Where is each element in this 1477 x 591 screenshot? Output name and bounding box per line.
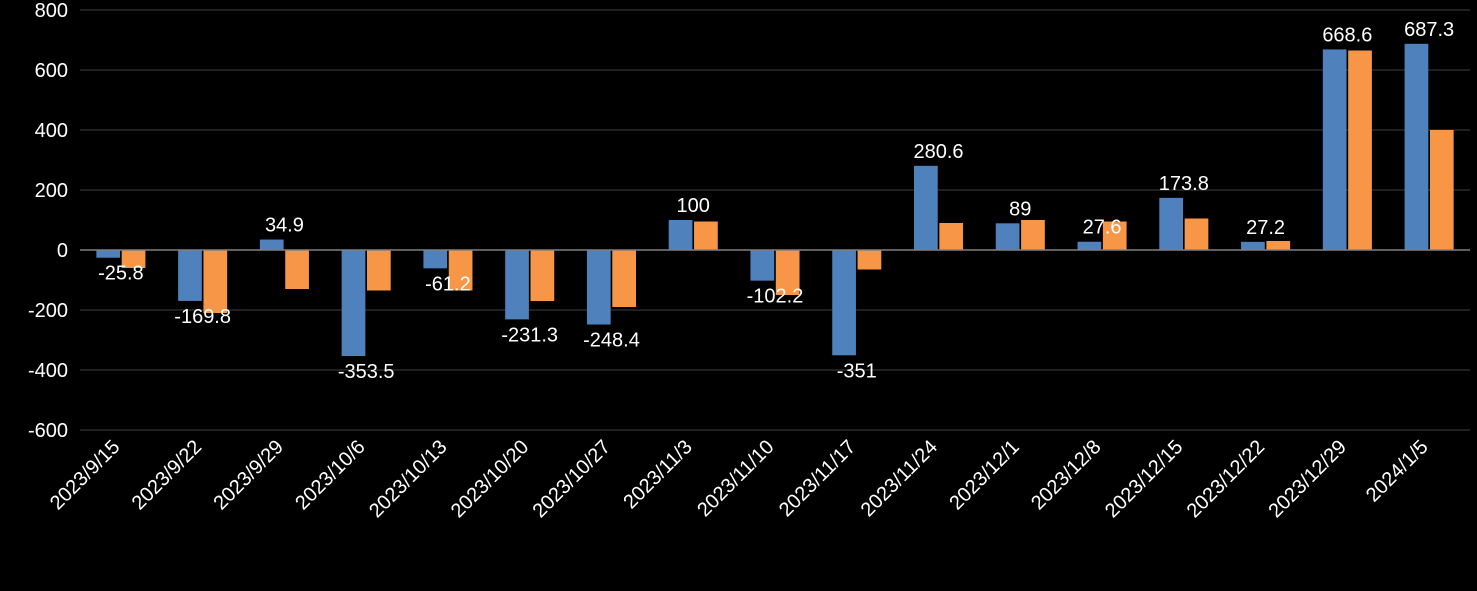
bar-series1 bbox=[587, 250, 611, 325]
bar-series1 bbox=[505, 250, 529, 319]
y-tick-label: 400 bbox=[35, 120, 68, 142]
y-tick-label: -400 bbox=[28, 360, 68, 382]
bar-series2 bbox=[858, 250, 882, 270]
bar-series1 bbox=[178, 250, 202, 301]
bar-series1 bbox=[96, 250, 120, 258]
data-label: -231.3 bbox=[501, 324, 558, 346]
bar-series2 bbox=[1348, 51, 1372, 251]
data-label: 173.8 bbox=[1159, 173, 1209, 195]
data-label: 27.6 bbox=[1083, 217, 1122, 239]
bar-series1 bbox=[1159, 198, 1183, 250]
y-tick-label: -200 bbox=[28, 300, 68, 322]
data-label: -353.5 bbox=[338, 361, 395, 383]
chart-svg: -600-400-20002004006008002023/9/152023/9… bbox=[0, 0, 1477, 591]
y-tick-label: 600 bbox=[35, 60, 68, 82]
data-label: -248.4 bbox=[583, 330, 640, 352]
y-tick-label: 800 bbox=[35, 0, 68, 22]
data-label: 687.3 bbox=[1404, 19, 1454, 41]
bar-series1 bbox=[342, 250, 366, 356]
bar-series1 bbox=[832, 250, 856, 355]
data-label: -169.8 bbox=[174, 306, 231, 328]
bar-series2 bbox=[694, 222, 718, 251]
bar-series1 bbox=[996, 223, 1020, 250]
data-label: 100 bbox=[677, 195, 710, 217]
bar-series1 bbox=[423, 250, 447, 268]
bar-series2 bbox=[939, 223, 963, 250]
bar-series1 bbox=[750, 250, 774, 281]
data-label: 34.9 bbox=[265, 215, 304, 237]
bar-series1 bbox=[1405, 44, 1429, 250]
bar-series1 bbox=[669, 220, 693, 250]
bar-series1 bbox=[1323, 49, 1347, 250]
y-tick-label: 200 bbox=[35, 180, 68, 202]
data-label: -25.8 bbox=[98, 263, 144, 285]
y-tick-label: 0 bbox=[57, 240, 68, 262]
bar-series2 bbox=[1185, 219, 1209, 251]
bar-series2 bbox=[1430, 130, 1454, 250]
data-label: -102.2 bbox=[747, 286, 804, 308]
bar-series2 bbox=[285, 250, 309, 289]
bar-series2 bbox=[203, 250, 227, 313]
data-label: 668.6 bbox=[1322, 24, 1372, 46]
data-label: -61.2 bbox=[425, 273, 471, 295]
bar-chart: -600-400-20002004006008002023/9/152023/9… bbox=[0, 0, 1477, 591]
data-label: -351 bbox=[837, 360, 877, 382]
bar-series1 bbox=[1078, 242, 1102, 250]
bar-series1 bbox=[914, 166, 938, 250]
bar-series1 bbox=[260, 240, 284, 250]
bar-series1 bbox=[1241, 242, 1265, 250]
bar-series2 bbox=[612, 250, 636, 307]
data-label: 27.2 bbox=[1246, 217, 1285, 239]
bar-series2 bbox=[367, 250, 391, 291]
y-tick-label: -600 bbox=[28, 420, 68, 442]
data-label: 280.6 bbox=[913, 141, 963, 163]
bar-series2 bbox=[1266, 241, 1290, 250]
bar-series2 bbox=[531, 250, 555, 301]
data-label: 89 bbox=[1009, 198, 1031, 220]
bar-series2 bbox=[1021, 220, 1045, 250]
